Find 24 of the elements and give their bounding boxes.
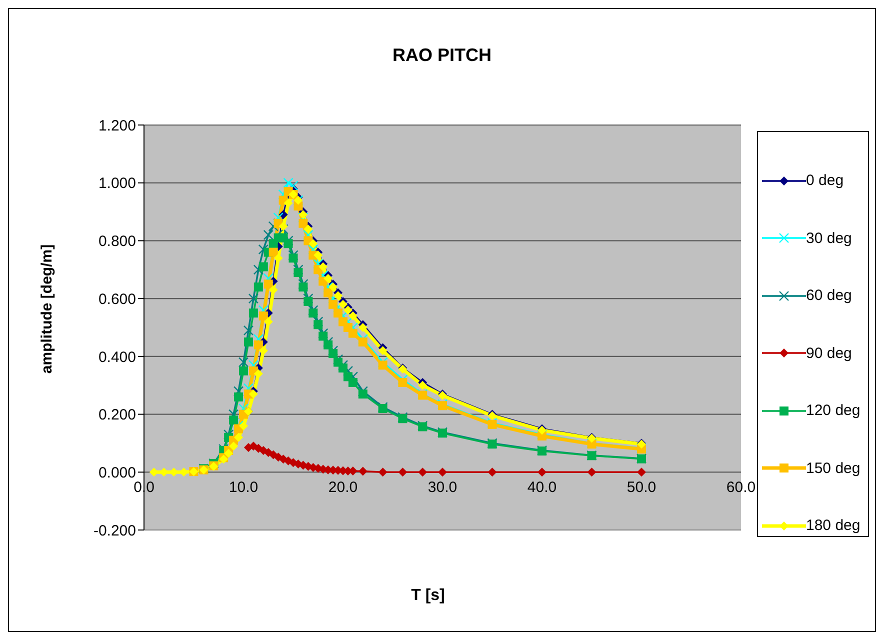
legend-label: 180 deg [806,517,860,534]
x-tick-label: 40.0 [527,479,557,496]
legend-label: 30 deg [806,230,852,247]
x-tick-label: 30.0 [428,479,458,496]
legend-label: 0 deg [806,172,844,190]
y-tick-label: 1.000 [98,175,136,192]
legend-label: 60 deg [806,287,852,304]
x-axis-title: T [s] [410,587,446,605]
legend-label: 90 deg [806,344,852,362]
x-tick-label: 60.0 [726,479,756,496]
legend-label: 120 deg [806,402,860,420]
legend-label: 150 deg [806,460,860,477]
y-tick-label: 0.400 [98,348,136,366]
chart-title: RAO PITCH [392,45,492,66]
x-tick-label: 20.0 [328,479,358,496]
y-tick-label: 0.200 [98,406,136,424]
x-tick-label: 10.0 [228,479,258,496]
y-tick-label: 0.600 [98,290,136,308]
y-tick-label: 0.000 [98,464,136,482]
y-tick-label: 1.200 [98,117,136,134]
y-axis-title: amplitude [deg/m] [38,244,56,374]
x-tick-label: 50.0 [626,479,656,496]
y-tick-label: 0.800 [98,233,136,250]
y-tick-label: -0.200 [93,522,136,540]
